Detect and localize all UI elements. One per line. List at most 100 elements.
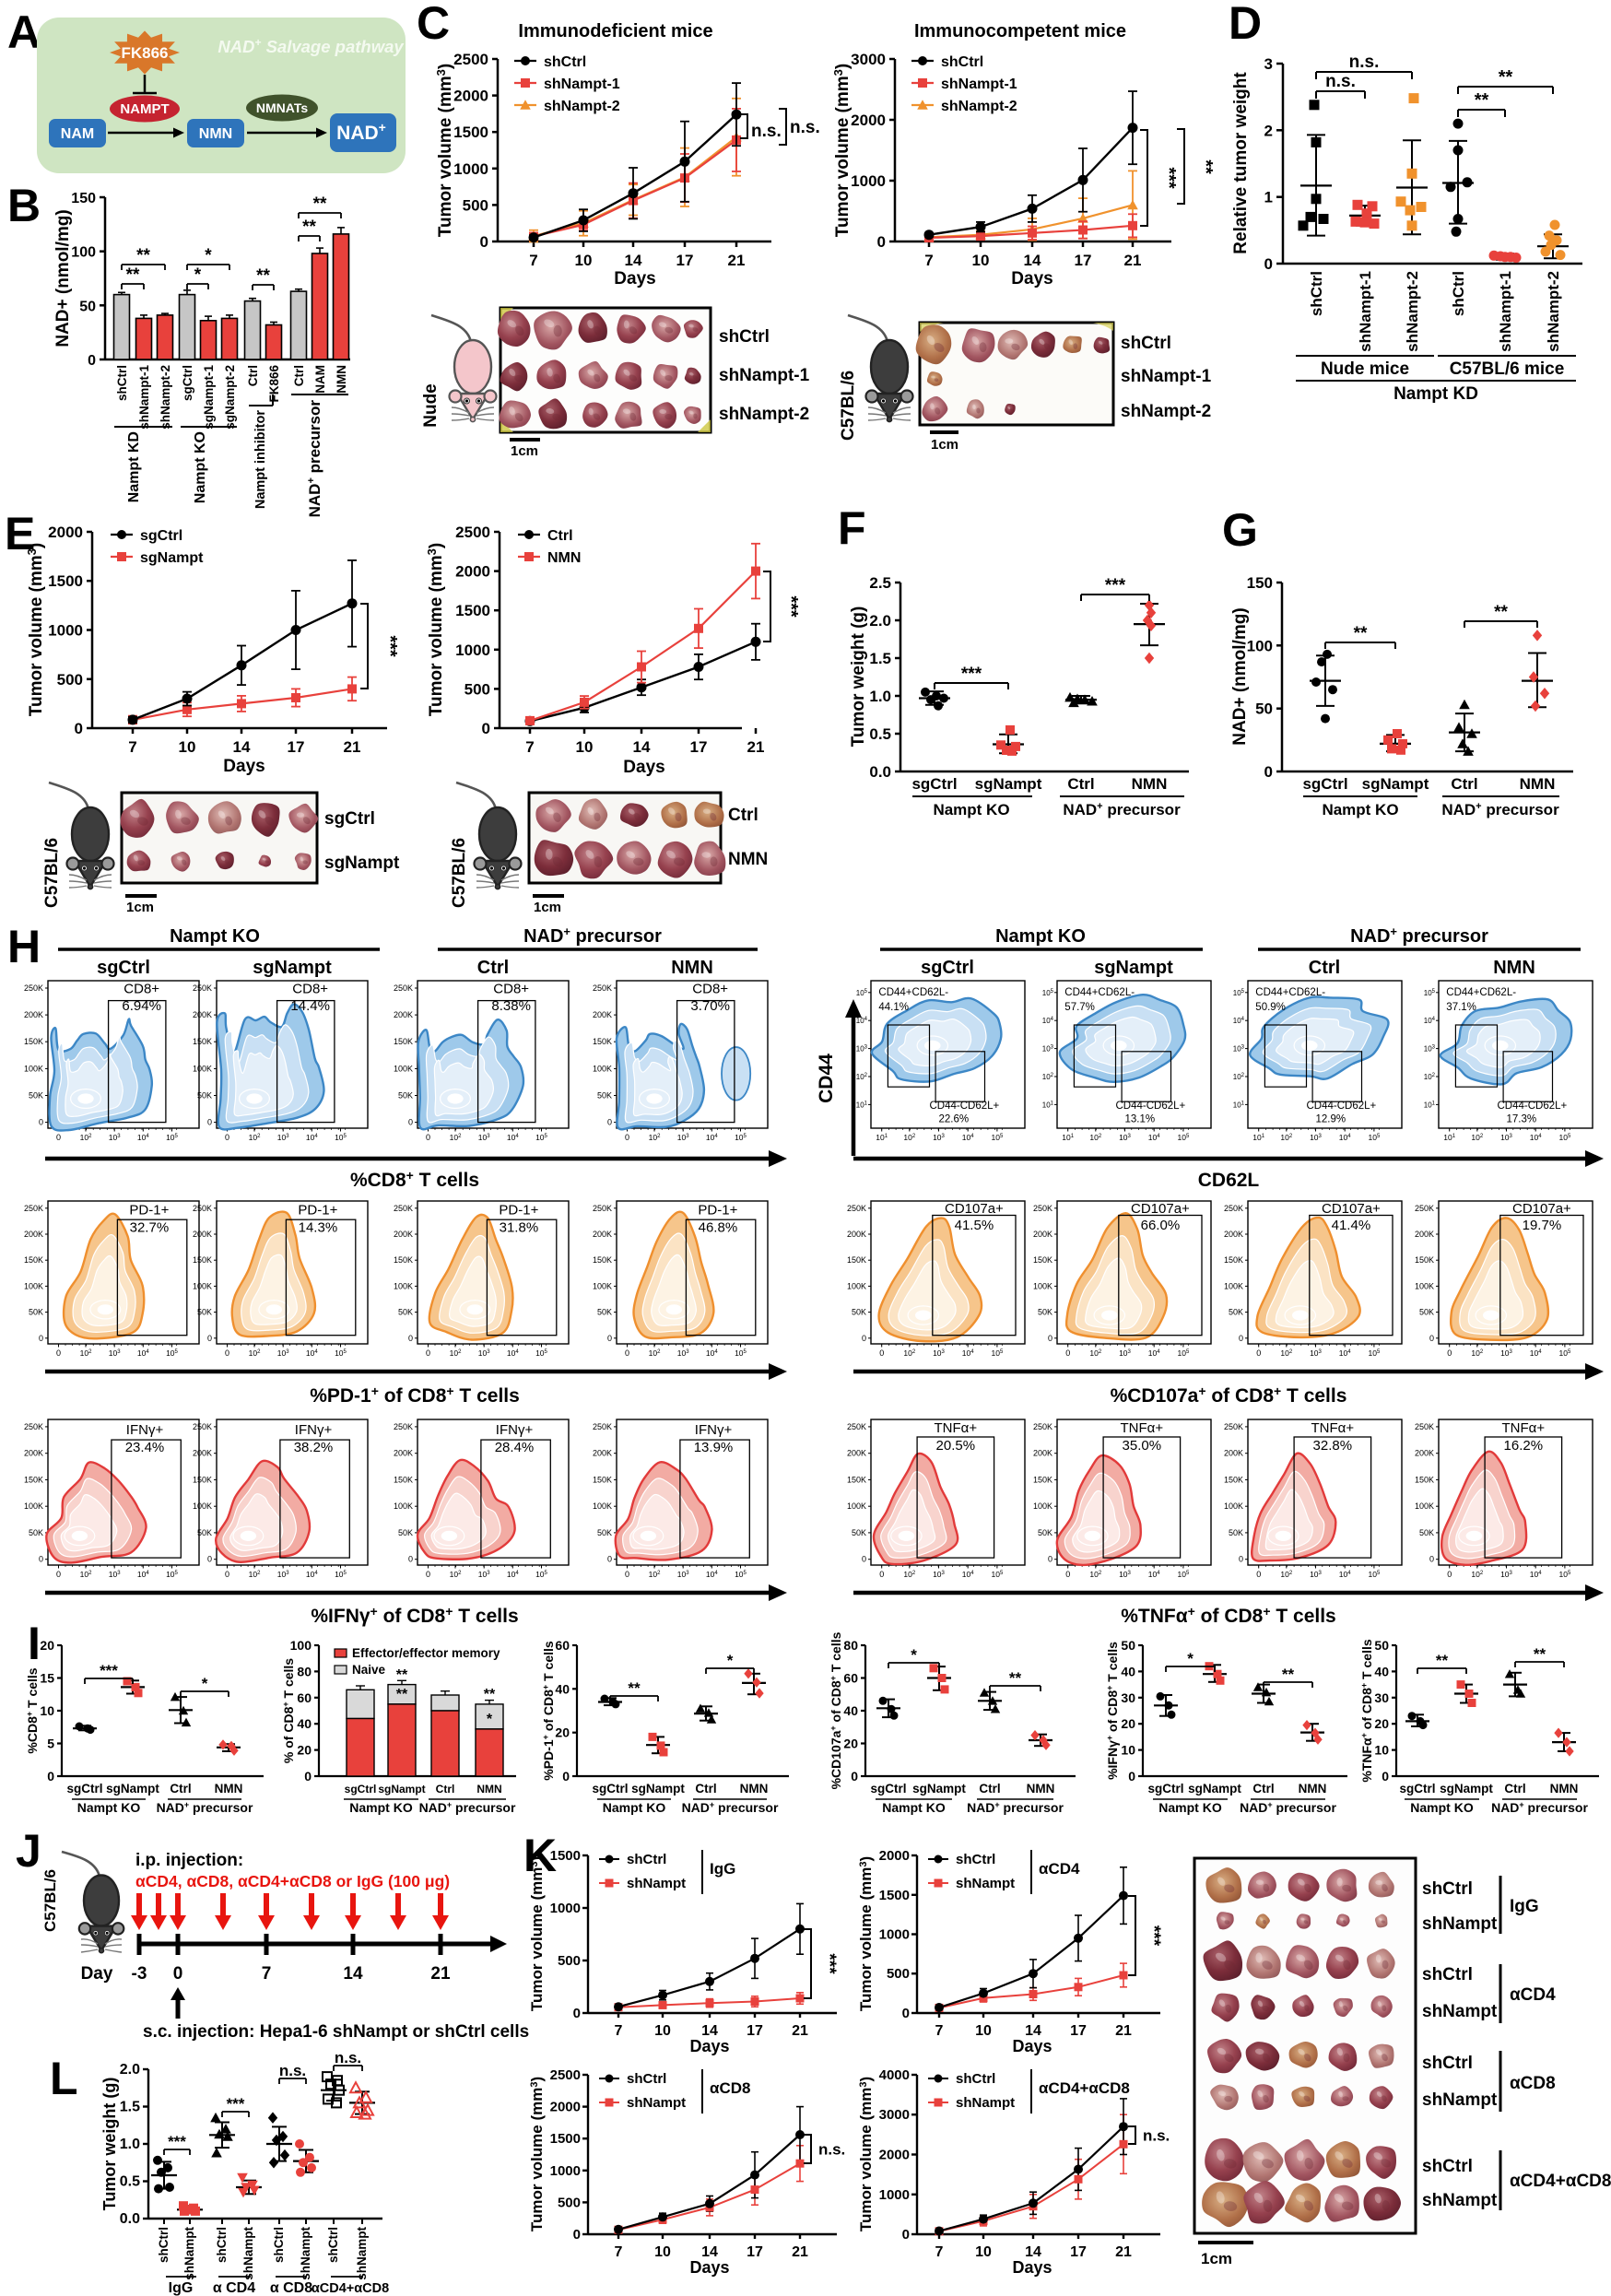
svg-text:150K: 150K: [847, 1255, 866, 1265]
svg-text:80: 80: [297, 1664, 312, 1678]
svg-text:103: 103: [1119, 1133, 1131, 1142]
svg-text:%IFNγ+ of CD8+ T cells: %IFNγ+ of CD8+ T cells: [1105, 1642, 1120, 1780]
svg-text:150K: 150K: [1033, 1255, 1052, 1265]
svg-text:i.p. injection:: i.p. injection:: [135, 1851, 243, 1870]
svg-text:17: 17: [1070, 2244, 1087, 2260]
svg-text:105: 105: [735, 1348, 747, 1358]
svg-text:14: 14: [701, 2244, 718, 2260]
svg-text:150K: 150K: [847, 1475, 866, 1484]
svg-text:3000: 3000: [851, 51, 886, 68]
svg-text:%CD107a+ of CD8+ T cells: %CD107a+ of CD8+ T cells: [1111, 1383, 1347, 1407]
svg-text:103: 103: [1500, 1133, 1512, 1142]
svg-text:104: 104: [507, 1570, 519, 1579]
svg-text:0.0: 0.0: [120, 2211, 140, 2227]
svg-text:41.5%: 41.5%: [955, 1218, 994, 1233]
svg-text:0: 0: [408, 1555, 413, 1564]
svg-text:Ctrl: Ctrl: [477, 958, 509, 978]
svg-text:103: 103: [277, 1133, 289, 1142]
svg-text:0: 0: [607, 1334, 612, 1343]
svg-text:105: 105: [1178, 1348, 1190, 1358]
svg-text:104: 104: [1339, 1348, 1351, 1358]
svg-text:14: 14: [1025, 2023, 1041, 2039]
svg-text:NMN: NMN: [1520, 775, 1556, 793]
svg-text:250K: 250K: [193, 983, 212, 993]
svg-text:0: 0: [1256, 1570, 1261, 1579]
svg-text:14: 14: [1025, 2244, 1041, 2260]
svg-text:0: 0: [573, 2227, 581, 2243]
svg-text:104: 104: [306, 1348, 318, 1358]
svg-text:0: 0: [225, 1133, 229, 1142]
svg-text:2500: 2500: [453, 51, 488, 68]
svg-text:NMN: NMN: [728, 850, 768, 869]
svg-text:1cm: 1cm: [931, 437, 958, 453]
svg-text:sgNampt: sgNampt: [975, 775, 1042, 793]
svg-text:Tumor volume (mm3): Tumor volume (mm3): [857, 1856, 875, 2011]
svg-text:H: H: [7, 921, 41, 972]
svg-text:Effector/effector memory: Effector/effector memory: [352, 1646, 500, 1660]
svg-text:13.1%: 13.1%: [1125, 1114, 1156, 1125]
svg-text:0: 0: [480, 233, 488, 251]
svg-text:NMN: NMN: [1550, 1782, 1579, 1796]
svg-text:102: 102: [80, 1348, 92, 1358]
svg-text:1500: 1500: [453, 124, 488, 141]
svg-text:PD-1+: PD-1+: [698, 1203, 737, 1219]
svg-text:C57BL/6 mice: C57BL/6 mice: [1450, 359, 1565, 379]
svg-text:50K: 50K: [398, 1308, 413, 1317]
svg-text:1.5: 1.5: [869, 650, 891, 667]
svg-text:102: 102: [1089, 1133, 1101, 1142]
svg-text:0: 0: [426, 1133, 430, 1142]
svg-text:250K: 250K: [394, 1204, 413, 1213]
svg-text:102: 102: [450, 1570, 462, 1579]
svg-text:50.9%: 50.9%: [1255, 1002, 1286, 1013]
svg-text:100K: 100K: [1224, 1281, 1243, 1290]
svg-text:104: 104: [507, 1133, 519, 1142]
svg-text:50K: 50K: [29, 1308, 43, 1317]
svg-text:Nampt KO: Nampt KO: [995, 926, 1086, 947]
svg-text:CD8+: CD8+: [292, 982, 328, 997]
svg-text:104: 104: [706, 1348, 718, 1358]
svg-text:%CD8+ T cells: %CD8+ T cells: [25, 1667, 40, 1753]
svg-text:1.0: 1.0: [120, 2137, 140, 2152]
svg-text:Nampt KO: Nampt KO: [77, 1800, 141, 1815]
svg-text:shCtrl: shCtrl: [627, 1852, 666, 1867]
svg-text:**: **: [1195, 159, 1216, 174]
svg-text:0.0: 0.0: [869, 763, 891, 781]
svg-text:80: 80: [843, 1638, 858, 1653]
svg-text:50K: 50K: [1419, 1528, 1434, 1537]
svg-text:50K: 50K: [852, 1308, 866, 1317]
svg-text:150K: 150K: [193, 1475, 212, 1484]
svg-text:αCD4: αCD4: [1510, 1985, 1556, 2005]
svg-text:101: 101: [1042, 1101, 1054, 1109]
svg-text:103: 103: [1119, 1348, 1131, 1358]
svg-text:αCD4: αCD4: [1039, 1860, 1080, 1878]
svg-text:102: 102: [1042, 1073, 1054, 1081]
svg-text:200K: 200K: [593, 1230, 612, 1239]
svg-text:αCD8: αCD8: [710, 2079, 750, 2097]
svg-text:n.s.: n.s.: [1143, 2127, 1170, 2145]
svg-text:0: 0: [1382, 1769, 1389, 1784]
svg-text:105: 105: [1559, 1570, 1571, 1579]
svg-text:1500: 1500: [455, 602, 490, 619]
svg-text:250K: 250K: [1224, 1204, 1243, 1213]
svg-text:101: 101: [856, 1101, 868, 1109]
svg-text:10: 10: [975, 2023, 992, 2039]
svg-text:0: 0: [408, 1118, 413, 1127]
svg-text:105: 105: [1042, 989, 1054, 997]
svg-text:Nampt KO: Nampt KO: [193, 431, 208, 503]
svg-text:Ctrl: Ctrl: [1451, 775, 1477, 793]
svg-text:sgCtrl: sgCtrl: [324, 809, 375, 829]
svg-text:C57BL/6: C57BL/6: [41, 1869, 59, 1932]
svg-text:102: 102: [1280, 1570, 1292, 1579]
svg-text:102: 102: [1089, 1348, 1101, 1358]
svg-text:150K: 150K: [1415, 1475, 1434, 1484]
svg-text:1500: 1500: [550, 2131, 581, 2147]
svg-text:s.c. injection: Hepa1-6 shNamp: s.c. injection: Hepa1-6 shNampt or shCtr…: [143, 2022, 529, 2042]
svg-text:0: 0: [1065, 1348, 1070, 1358]
svg-text:sgNampt: sgNampt: [1440, 1782, 1493, 1796]
svg-text:100K: 100K: [193, 1064, 212, 1073]
svg-text:NMNATs: NMNATs: [256, 100, 308, 115]
svg-text:103: 103: [478, 1133, 490, 1142]
svg-text:F: F: [838, 502, 866, 554]
svg-text:2000: 2000: [851, 112, 886, 129]
svg-text:1cm: 1cm: [511, 443, 538, 459]
